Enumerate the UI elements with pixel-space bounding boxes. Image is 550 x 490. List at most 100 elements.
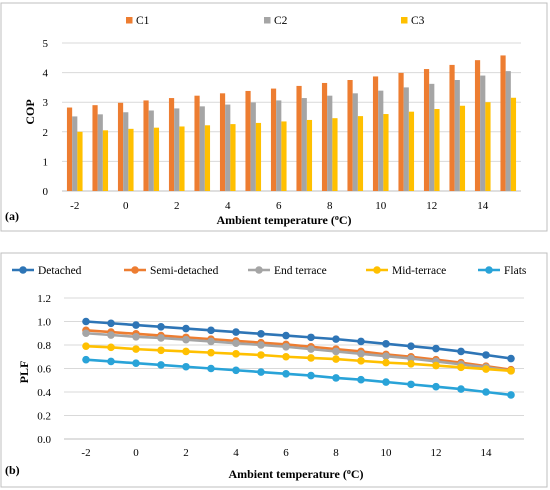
panel-a-bar-c3 [204, 125, 211, 191]
panel-b-point-detached [232, 328, 240, 336]
panel-a-y-tick-label: 4 [43, 68, 49, 80]
panel-b-point-detached [207, 326, 215, 335]
panel-b-y-tick-label: 1.0 [37, 317, 51, 329]
panel-a-x-tick-label: 0 [123, 200, 129, 212]
panel-b-point-end-terrace [157, 334, 165, 342]
panel-b-legend-marker-mid-terrace [373, 266, 381, 274]
panel-b-point-flats [357, 375, 365, 384]
panel-a-xlabel: Ambient temperature (oC) [216, 213, 351, 227]
panel-b-x-tick-label: 12 [431, 447, 442, 459]
panel-b-point-end-terrace [257, 341, 265, 349]
panel-a-x-tick-label: 8 [327, 200, 333, 212]
panel-a-bar-c1 [398, 72, 404, 191]
panel-a-bar-c2 [429, 83, 435, 191]
panel-b-line-flats [85, 358, 512, 397]
panel-a-x-tick-label: 12 [426, 200, 437, 212]
panel-a-bar-c1 [372, 76, 379, 191]
panel-b-point-detached [457, 347, 465, 356]
panel-b-legend-label-semi-detached: Semi-detached [150, 265, 219, 277]
panel-b-x-ticks: -2 0 2 4 6 8 10 12 14 [81, 447, 492, 459]
panel-a-bar-c1 [500, 55, 506, 191]
panel-a-bar-c2 [403, 87, 409, 191]
panel-b-point-detached [507, 354, 515, 363]
panel-b-point-detached [282, 331, 290, 340]
panel-b-gridlines [64, 297, 524, 440]
panel-a-bar-c1 [245, 90, 251, 191]
panel-b-point-flats [457, 385, 465, 393]
panel-a-bar-c2 [174, 108, 180, 191]
panel-b-point-end-terrace [282, 342, 290, 351]
panel-b-point-flats [482, 388, 490, 396]
panel-a-bar-c2 [454, 80, 460, 191]
panel-b-line-detached [85, 320, 512, 360]
panel-a-bar-c2 [505, 71, 511, 191]
panel-b-point-end-terrace [82, 329, 90, 338]
panel-a-bar-c1 [194, 95, 200, 191]
panel-b-xlabel: Ambient temperature (oC) [228, 467, 363, 481]
panel-b: 0.0 0.2 0.4 0.6 0.8 1.0 1.2 -2 0 2 4 6 8 10 12 14 Deta… [0, 252, 548, 488]
panel-b-label: (b) [5, 463, 20, 477]
panel-b-point-end-terrace [382, 352, 390, 360]
panel-b-point-flats [507, 391, 515, 399]
panel-b-frame [0, 252, 548, 488]
panel-b-point-detached [157, 322, 165, 331]
panel-b-point-flats [307, 371, 315, 380]
panel-a-x-tick-label: -2 [70, 200, 79, 212]
panel-b-point-mid-terrace [307, 354, 315, 362]
panel-a-bar-c3 [485, 102, 491, 191]
panel-a-bar-c1 [347, 80, 353, 191]
panel-a-bar-c2 [301, 98, 307, 191]
panel-b-point-mid-terrace [232, 350, 240, 358]
panel-b-point-detached [107, 319, 115, 328]
panel-a-bar-c2 [225, 104, 231, 191]
panel-b-ylabel: PLF [17, 361, 31, 384]
panel-b-x-tick-label: 2 [183, 447, 189, 459]
panel-b-point-detached [432, 344, 440, 353]
panel-a-bar-c2 [199, 106, 205, 191]
panel-b-point-mid-terrace [257, 351, 265, 359]
panel-a-legend-swatch-c1 [126, 17, 133, 24]
panel-b-point-mid-terrace [157, 346, 165, 355]
panel-b-point-flats [332, 374, 340, 382]
panel-a-bar-c3 [459, 105, 466, 191]
panel-b-point-mid-terrace [132, 345, 140, 353]
panel-a-x-tick-label: 4 [225, 200, 231, 212]
panel-b-line-mid-terrace [85, 344, 512, 373]
panel-b-point-detached [357, 337, 365, 346]
panel-b-legend-label-mid-terrace: Mid-terrace [392, 265, 446, 277]
panel-b-point-flats [107, 357, 115, 366]
panel-a-bar-c1 [270, 88, 277, 191]
panel-a-bars [66, 55, 517, 191]
panel-b-point-mid-terrace [82, 342, 90, 350]
panel-b-xlabel-main: Ambient temperature ( [228, 467, 346, 481]
panel-b-point-flats [182, 362, 190, 371]
panel-b-point-flats [282, 369, 290, 378]
panel-a-bar-c1 [474, 60, 481, 191]
panel-a-bar-c2 [276, 100, 282, 191]
panel-a-bar-c1 [423, 69, 430, 191]
panel-a-bar-c3 [357, 116, 364, 191]
panel-a-y-tick-label: 5 [43, 38, 49, 50]
panel-b-y-tick-label: 0.4 [37, 387, 51, 399]
panel-b-point-flats [257, 368, 265, 376]
panel-b-x-tick-label: 0 [133, 447, 139, 459]
panel-a-bar-c2 [72, 116, 78, 191]
panel-b-point-detached [257, 330, 265, 338]
panel-a-bar-c3 [383, 114, 389, 191]
panel-b-line-end-terrace [85, 331, 512, 373]
panel-a-x-tick-label: 10 [375, 200, 387, 212]
panel-b-point-flats [82, 355, 90, 364]
panel-a-bar-c3 [408, 111, 415, 191]
panel-a-bar-c1 [117, 102, 124, 191]
panel-b-y-tick-label: 0.2 [37, 411, 51, 423]
panel-b-point-mid-terrace [432, 361, 440, 370]
panel-b-point-end-terrace [182, 335, 190, 344]
panel-b-point-flats [207, 364, 215, 373]
panel-b-point-detached [407, 342, 415, 350]
panel-a-legend-label-c2: C2 [274, 15, 288, 27]
panel-b-point-end-terrace [357, 350, 365, 358]
panel-b-point-flats [232, 366, 240, 375]
panel-a-bar-c3 [128, 128, 134, 191]
panel-b-point-end-terrace [307, 345, 315, 353]
panel-b-point-flats [407, 380, 415, 389]
